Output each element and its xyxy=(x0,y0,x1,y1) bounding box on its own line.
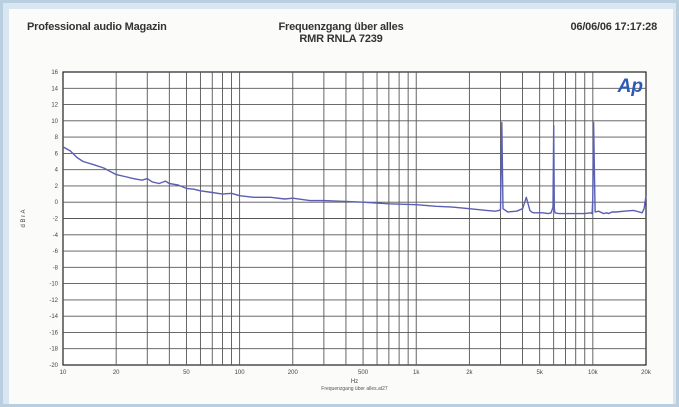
x-tick-label: 10k xyxy=(588,370,599,376)
chart-title-block: Frequenzgang über alles RMR RNLA 7239 xyxy=(9,21,673,45)
analyzer-sheet: Professional audio Magazin Frequenzgang … xyxy=(9,9,673,404)
y-tick-label: 4 xyxy=(55,168,59,174)
y-tick-label: -8 xyxy=(53,265,59,271)
y-tick-label: -18 xyxy=(49,347,58,353)
chart-caption: Frequenzgang über alles.at27 xyxy=(321,386,388,392)
y-tick-label: 12 xyxy=(51,103,58,109)
y-tick-label: 8 xyxy=(55,135,59,141)
x-tick-label: 50 xyxy=(183,370,190,376)
x-tick-label: 2k xyxy=(466,370,473,376)
x-tick-labels: 10 20 50 100 200 500 1k 2k 5k 10k 20k xyxy=(60,370,652,376)
chart-title: Frequenzgang über alles xyxy=(278,21,404,33)
y-tick-label: -6 xyxy=(53,249,59,255)
y-tick-label: -10 xyxy=(49,282,58,288)
series-line xyxy=(62,121,647,215)
timestamp: 06/06/06 17:17:28 xyxy=(570,21,657,33)
y-tick-label: -16 xyxy=(49,330,58,336)
y-tick-label: -20 xyxy=(49,363,58,369)
y-tick-label: 14 xyxy=(51,86,58,92)
ap-logo: Ap xyxy=(617,76,643,97)
y-tick-labels: 16 14 12 10 8 6 4 2 0 -2 -4 -6 -8 -10 -12 -14 -16 -18 -20 xyxy=(49,70,58,369)
x-tick-label: 20k xyxy=(641,370,652,376)
x-tick-label: 5k xyxy=(536,370,543,376)
x-axis-label: Hz xyxy=(351,379,358,385)
y-tick-label: -4 xyxy=(53,233,59,239)
y-tick-label: 0 xyxy=(55,200,59,206)
x-tick-label: 200 xyxy=(288,370,299,376)
y-tick-label: 10 xyxy=(51,119,58,125)
figure-frame: Professional audio Magazin Frequenzgang … xyxy=(3,3,676,404)
x-tick-label: 20 xyxy=(113,370,120,376)
device-name: RMR RNLA 7239 xyxy=(299,33,383,45)
x-tick-label: 1k xyxy=(413,370,420,376)
x-tick-label: 100 xyxy=(235,370,246,376)
y-tick-label: -2 xyxy=(53,217,59,223)
frequency-response-chart: 1614121086420-2-4-6-8-10-12-14-16-18-201… xyxy=(21,70,652,392)
y-tick-label: -14 xyxy=(49,314,58,320)
y-tick-label: -12 xyxy=(49,298,58,304)
y-tick-label: 6 xyxy=(55,151,59,157)
x-tick-label: 10 xyxy=(60,370,67,376)
y-gridlines xyxy=(63,87,646,350)
y-tick-label: 2 xyxy=(55,184,59,190)
y-axis-label: d B r A xyxy=(21,209,27,227)
x-tick-label: 500 xyxy=(358,370,369,376)
magazine-name: Professional audio Magazin xyxy=(27,21,167,33)
y-tick-label: 16 xyxy=(51,70,58,76)
